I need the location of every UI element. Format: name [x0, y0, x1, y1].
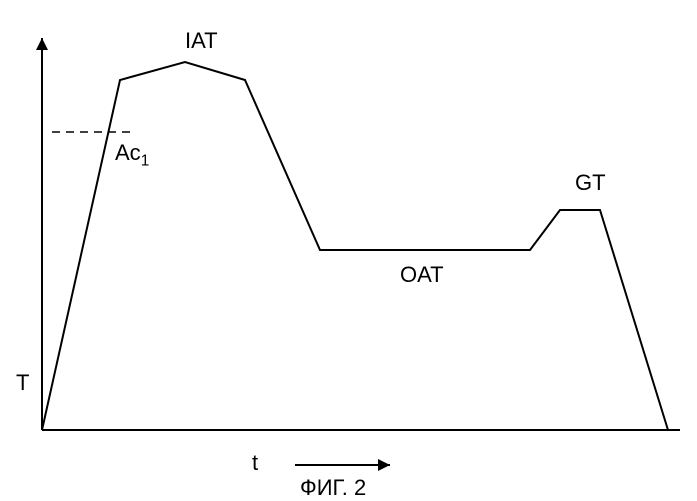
label-ac1-main: Ac [115, 140, 141, 165]
figure-container: IAT Ac1 OAT GT T t ФИГ. 2 [0, 0, 697, 500]
y-axis-label: T [16, 370, 29, 396]
label-iat: IAT [185, 28, 218, 54]
y-axis-arrowhead [36, 38, 48, 50]
figure-caption: ФИГ. 2 [300, 475, 366, 501]
label-oat: OAT [400, 262, 444, 288]
x-arrow-head [378, 459, 390, 471]
label-gt: GT [575, 170, 606, 196]
chart-svg [0, 0, 697, 500]
label-ac1-sub: 1 [141, 152, 150, 169]
label-ac1: Ac1 [115, 140, 149, 170]
temperature-curve [42, 62, 668, 430]
x-axis-label: t [252, 450, 258, 476]
